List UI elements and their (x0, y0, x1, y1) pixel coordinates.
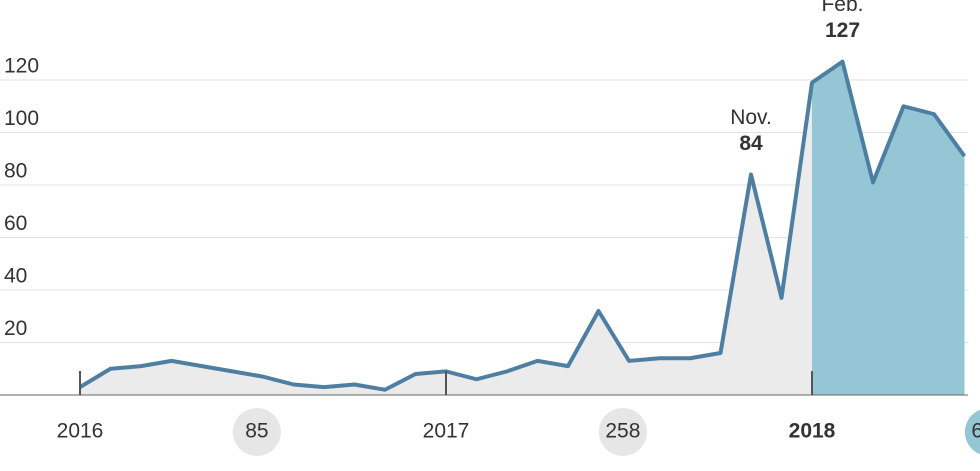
y-tick-label: 100 (4, 107, 39, 130)
area-fill (80, 82, 812, 395)
total-badge (598, 408, 647, 456)
x-tick-label: 2018 (789, 420, 836, 443)
y-tick-label: 120 (4, 55, 39, 78)
year-total: 635 (971, 420, 980, 443)
highlight-area (812, 61, 965, 395)
y-tick-label: 60 (4, 212, 27, 235)
year-total: 258 (605, 420, 640, 443)
annotation-value: 127 (825, 19, 860, 42)
y-tick-label: 20 (4, 317, 27, 340)
x-tick-label: 2017 (423, 420, 470, 443)
total-badge (964, 409, 980, 455)
x-tick-label: 2016 (57, 420, 104, 443)
annotation-label: Nov. (730, 106, 772, 129)
line (78, 59, 967, 392)
annotation-label: Feb. (821, 0, 863, 16)
annotation-value: 84 (739, 132, 763, 155)
y-tick-label: 40 (4, 265, 27, 288)
year-total: 85 (245, 420, 268, 443)
total-badge (232, 408, 281, 456)
y-tick-label: 80 (4, 160, 27, 183)
